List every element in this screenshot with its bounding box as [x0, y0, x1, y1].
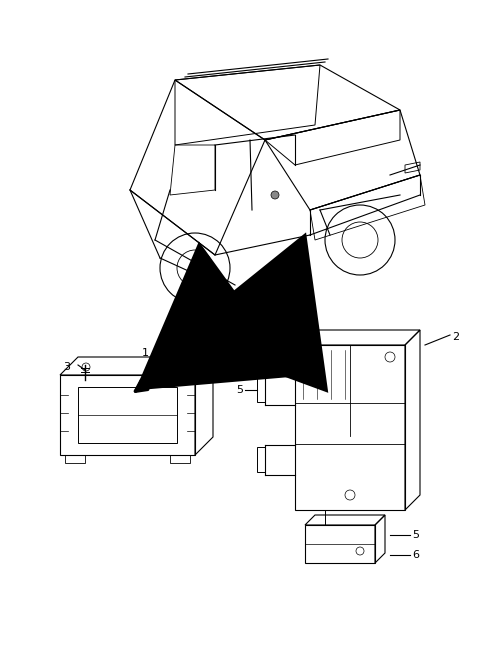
Text: 5: 5: [412, 530, 419, 540]
Bar: [305, 525, 375, 563]
Bar: [257, 377, 265, 402]
Text: 5: 5: [236, 385, 243, 395]
Text: 1: 1: [142, 348, 148, 358]
Bar: [295, 345, 405, 510]
Bar: [60, 375, 195, 455]
Circle shape: [190, 367, 200, 377]
Text: 4: 4: [205, 352, 212, 362]
Bar: [65, 455, 85, 463]
Bar: [257, 447, 265, 472]
Bar: [170, 455, 190, 463]
Bar: [78, 387, 177, 443]
Text: 3: 3: [63, 362, 70, 372]
Circle shape: [271, 191, 279, 199]
Text: 2: 2: [452, 332, 459, 342]
Text: 6: 6: [412, 550, 419, 560]
